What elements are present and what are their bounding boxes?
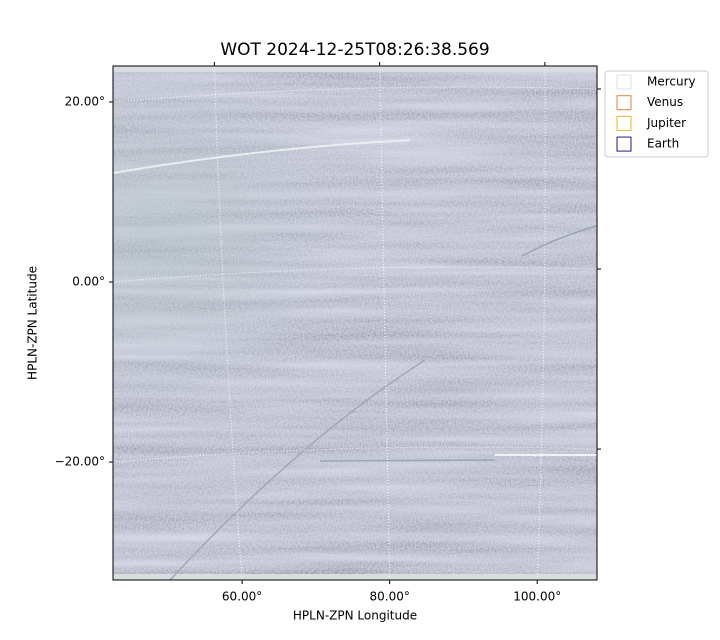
y-tick-label: 0.00°: [72, 275, 105, 289]
image-edge: [113, 66, 597, 72]
streak: [169, 359, 426, 580]
legend-label: Jupiter: [646, 116, 686, 130]
y-axis-label: HPLN-ZPN Latitude: [26, 266, 40, 380]
legend-label: Venus: [647, 95, 683, 109]
grid-line: [113, 86, 597, 103]
grid-line: [113, 266, 597, 283]
image-glow: [113, 66, 597, 580]
streak: [521, 225, 597, 257]
legend-box: [604, 70, 709, 158]
x-tick-label: 80.00°: [369, 590, 409, 604]
streak: [319, 459, 496, 462]
x-tick-label: 100.00°: [513, 590, 561, 604]
image-edge: [113, 574, 597, 580]
legend-label: Mercury: [647, 75, 696, 89]
streak: [113, 139, 411, 174]
legend-label: Earth: [647, 137, 679, 151]
y-tick-label: 20.00°: [65, 95, 105, 109]
legend-swatch: [616, 95, 632, 111]
x-tick-label: 60.00°: [222, 590, 262, 604]
y-tick-label: −20.00°: [55, 455, 105, 469]
x-axis-label: HPLN-ZPN Longitude: [293, 609, 417, 623]
legend: Mercury Venus Jupiter Earth: [604, 70, 709, 158]
legend-swatch: [616, 136, 632, 152]
image: [113, 66, 597, 580]
axes-frame: [112, 65, 598, 581]
legend-swatch: [616, 115, 632, 131]
grid-line: [113, 446, 597, 463]
grid: [113, 66, 597, 580]
chart-title: WOT 2024-12-25T08:26:38.569: [220, 40, 489, 60]
legend-swatch: [616, 74, 632, 90]
